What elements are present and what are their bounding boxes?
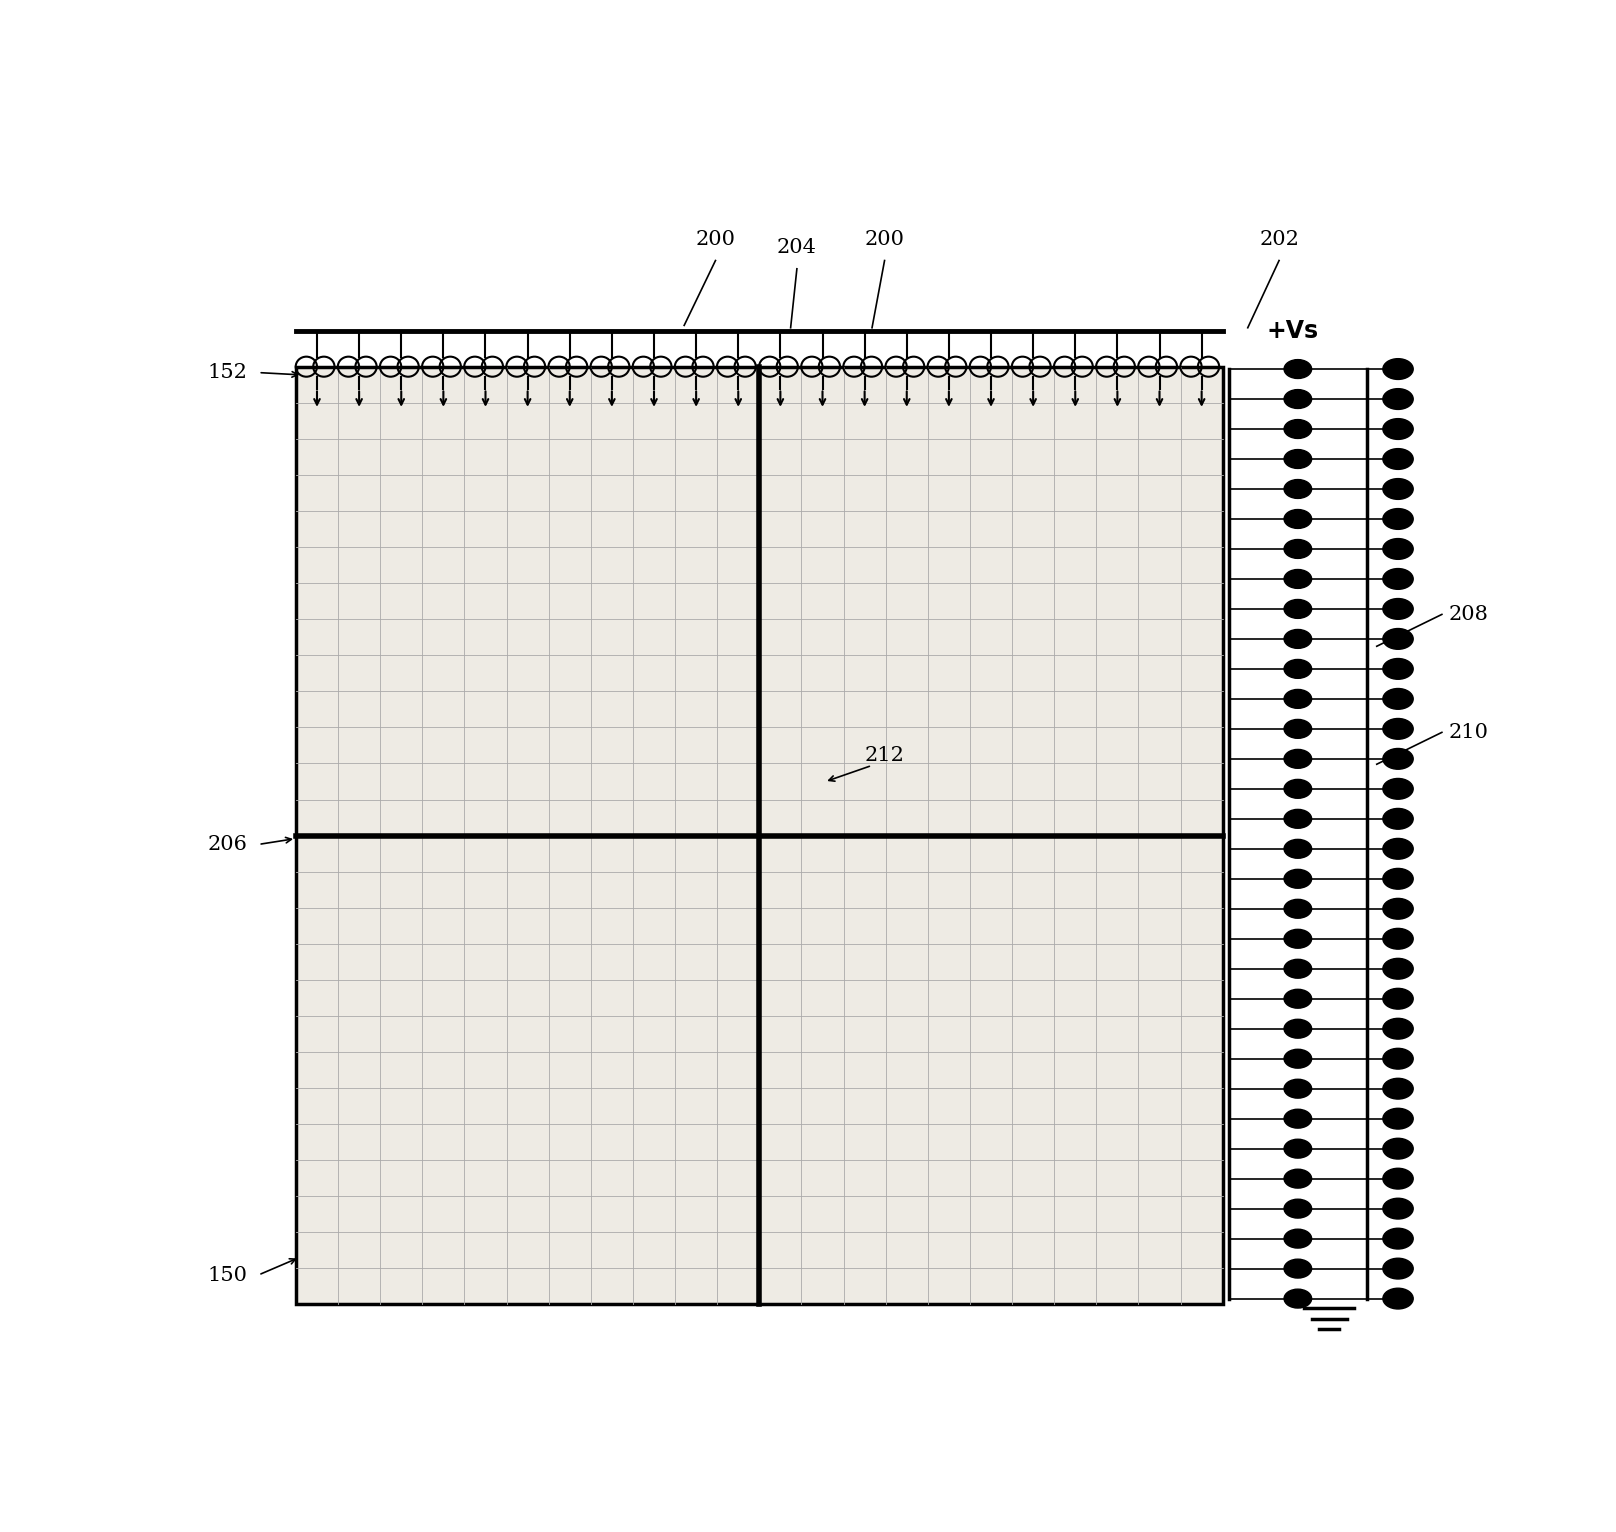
- Ellipse shape: [1285, 1079, 1312, 1098]
- Ellipse shape: [1383, 418, 1414, 440]
- Text: 152: 152: [207, 363, 247, 381]
- Text: 210: 210: [1448, 723, 1488, 741]
- Ellipse shape: [1383, 928, 1414, 950]
- Ellipse shape: [1383, 539, 1414, 559]
- Text: +Vs: +Vs: [1267, 319, 1319, 343]
- Ellipse shape: [1383, 1108, 1414, 1129]
- Ellipse shape: [1383, 869, 1414, 889]
- Ellipse shape: [1383, 838, 1414, 859]
- Ellipse shape: [1285, 510, 1312, 529]
- Ellipse shape: [1285, 599, 1312, 619]
- Ellipse shape: [1285, 990, 1312, 1008]
- Ellipse shape: [1383, 659, 1414, 679]
- Ellipse shape: [1383, 358, 1414, 380]
- Ellipse shape: [1285, 749, 1312, 768]
- Ellipse shape: [1383, 688, 1414, 709]
- Ellipse shape: [1383, 719, 1414, 740]
- Ellipse shape: [1285, 1140, 1312, 1158]
- Text: 200: 200: [695, 230, 735, 248]
- Ellipse shape: [1285, 1049, 1312, 1068]
- Ellipse shape: [1383, 599, 1414, 619]
- Ellipse shape: [1285, 539, 1312, 558]
- Text: 208: 208: [1448, 605, 1488, 624]
- Ellipse shape: [1383, 1079, 1414, 1098]
- Text: 200: 200: [865, 230, 905, 248]
- Bar: [296, 366, 1223, 1305]
- Ellipse shape: [1383, 959, 1414, 979]
- Ellipse shape: [1383, 1229, 1414, 1249]
- Ellipse shape: [1383, 1288, 1414, 1308]
- Ellipse shape: [1285, 809, 1312, 829]
- Ellipse shape: [1383, 389, 1414, 409]
- Ellipse shape: [1285, 689, 1312, 708]
- Ellipse shape: [1383, 1169, 1414, 1189]
- Ellipse shape: [1383, 478, 1414, 499]
- Text: 206: 206: [207, 835, 247, 853]
- Ellipse shape: [1383, 1258, 1414, 1279]
- Ellipse shape: [1285, 389, 1312, 409]
- Ellipse shape: [1383, 1138, 1414, 1160]
- Ellipse shape: [1285, 959, 1312, 979]
- Ellipse shape: [1383, 749, 1414, 769]
- Ellipse shape: [1285, 420, 1312, 438]
- Ellipse shape: [1383, 1019, 1414, 1039]
- Ellipse shape: [1285, 1019, 1312, 1039]
- Text: 204: 204: [777, 237, 816, 257]
- Ellipse shape: [1285, 720, 1312, 738]
- Ellipse shape: [1383, 568, 1414, 590]
- Text: 212: 212: [865, 746, 905, 766]
- Ellipse shape: [1285, 1259, 1312, 1278]
- Ellipse shape: [1285, 360, 1312, 378]
- Ellipse shape: [1285, 659, 1312, 679]
- Ellipse shape: [1285, 899, 1312, 918]
- Ellipse shape: [1285, 1288, 1312, 1308]
- Ellipse shape: [1285, 1109, 1312, 1128]
- Ellipse shape: [1383, 809, 1414, 829]
- Ellipse shape: [1285, 1200, 1312, 1218]
- Ellipse shape: [1285, 869, 1312, 889]
- Ellipse shape: [1285, 1169, 1312, 1189]
- Ellipse shape: [1285, 630, 1312, 648]
- Ellipse shape: [1285, 840, 1312, 858]
- Ellipse shape: [1383, 628, 1414, 650]
- Ellipse shape: [1285, 780, 1312, 798]
- Ellipse shape: [1285, 930, 1312, 948]
- Ellipse shape: [1383, 1198, 1414, 1219]
- Ellipse shape: [1383, 509, 1414, 530]
- Ellipse shape: [1285, 570, 1312, 588]
- Text: 150: 150: [207, 1265, 247, 1284]
- Ellipse shape: [1285, 449, 1312, 469]
- Text: 202: 202: [1259, 230, 1299, 248]
- Ellipse shape: [1383, 988, 1414, 1010]
- Ellipse shape: [1383, 449, 1414, 469]
- Ellipse shape: [1383, 898, 1414, 919]
- Ellipse shape: [1285, 480, 1312, 498]
- Ellipse shape: [1383, 778, 1414, 800]
- Ellipse shape: [1285, 1229, 1312, 1249]
- Ellipse shape: [1383, 1048, 1414, 1069]
